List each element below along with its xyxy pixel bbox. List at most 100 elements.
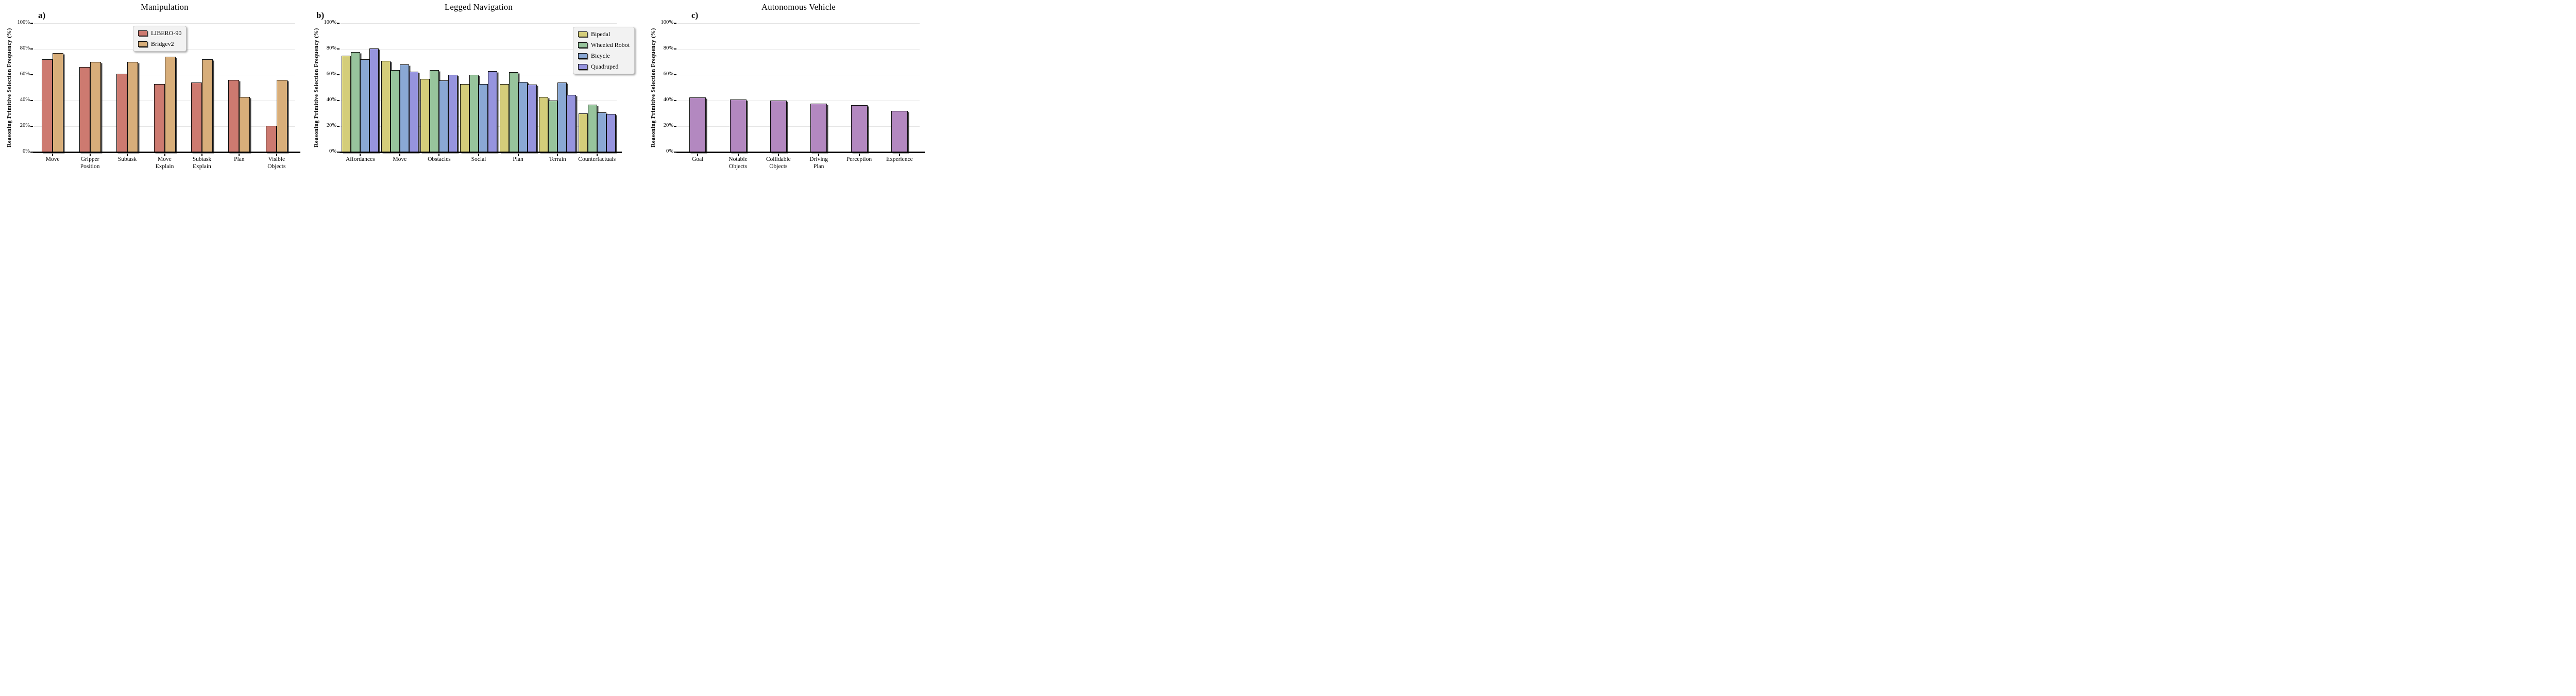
x-tick-label: Counterfactuals (578, 156, 616, 162)
bar-libero-90-6 (265, 125, 277, 152)
panel-letter: b) (316, 10, 325, 20)
y-tick-mark (674, 48, 676, 49)
bar-autonomous-vehicle-5 (891, 111, 908, 152)
legend-item-bridgev2: Bridgev2 (138, 40, 181, 48)
y-tick-label: 40% (20, 97, 30, 103)
y-tick-label: 0% (329, 148, 336, 154)
legend-item-wheeled-robot: Wheeled Robot (578, 41, 630, 49)
x-tick-label: Move (45, 156, 60, 162)
x-tick-mark (276, 154, 277, 156)
bar-autonomous-vehicle-3 (810, 104, 827, 152)
y-axis-label: Reasoning Primitive Selection Frequency … (6, 28, 12, 147)
y-tick-mark (337, 23, 340, 24)
y-tick-label: 0% (23, 148, 30, 154)
y-tick-label: 0% (666, 148, 673, 154)
bar-bipedal-0 (342, 55, 351, 152)
bar-bicycle-5 (557, 82, 567, 152)
bar-bridgev2-5 (239, 96, 250, 152)
bar-wheeled-robot-5 (548, 101, 558, 152)
legend-item-label: Bridgev2 (151, 40, 174, 47)
bar-bipedal-4 (499, 84, 509, 152)
bar-quadruped-1 (409, 71, 418, 152)
bar-bridgev2-6 (276, 80, 287, 152)
x-tick-mark (52, 154, 54, 156)
x-tick-mark (478, 154, 479, 156)
x-tick-label: Notable Objects (728, 156, 748, 170)
legend-item-libero-90: LIBERO-90 (138, 29, 181, 37)
x-tick-mark (164, 154, 165, 156)
x-tick-label: Subtask (117, 156, 137, 162)
y-tick-label: 80% (663, 45, 673, 51)
legend-box: LIBERO-90 Bridgev2 (133, 26, 187, 52)
x-axis-line (340, 152, 622, 153)
y-tick-mark (674, 100, 676, 101)
y-tick-label: 40% (663, 97, 673, 103)
legend-swatch-icon (578, 64, 587, 70)
gridline-100pct (341, 23, 617, 24)
y-tick-label: 20% (663, 123, 673, 128)
legend-item-label: Bipedal (591, 30, 611, 38)
x-tick-mark (737, 154, 739, 156)
bar-wheeled-robot-0 (351, 52, 361, 152)
y-tick-label: 100% (660, 20, 674, 25)
x-tick-mark (899, 154, 900, 156)
gridline-20pct (677, 126, 920, 127)
bar-bipedal-2 (420, 78, 430, 152)
y-tick-mark (337, 152, 340, 153)
x-tick-label: Plan (234, 156, 245, 162)
bar-bipedal-5 (539, 96, 549, 152)
y-axis-label: Reasoning Primitive Selection Frequency … (313, 28, 319, 147)
y-tick-label: 80% (20, 45, 30, 51)
bar-bicycle-4 (518, 81, 528, 152)
bar-bridgev2-4 (201, 59, 213, 152)
bar-bridgev2-1 (90, 62, 101, 152)
x-tick-mark (127, 154, 128, 156)
gridline-100pct (34, 23, 295, 24)
bar-bicycle-1 (399, 64, 409, 152)
bar-libero-90-0 (42, 59, 53, 152)
y-tick-label: 100% (17, 20, 30, 25)
legend-item-label: Wheeled Robot (591, 41, 630, 48)
y-tick-mark (30, 152, 33, 153)
y-tick-mark (674, 126, 676, 127)
legend-item-label: Bicycle (591, 52, 610, 59)
bar-autonomous-vehicle-0 (689, 97, 706, 152)
x-tick-mark (89, 154, 91, 156)
legend-item-quadruped: Quadruped (578, 63, 630, 71)
x-tick-label: Perception (846, 156, 872, 162)
bar-autonomous-vehicle-1 (730, 99, 747, 152)
legend-swatch-icon (138, 30, 147, 36)
bar-wheeled-robot-4 (509, 72, 518, 152)
x-tick-mark (239, 154, 240, 156)
x-tick-mark (360, 154, 361, 156)
x-tick-label: Affordances (345, 156, 375, 162)
y-tick-label: 60% (20, 71, 30, 77)
bar-bicycle-0 (360, 59, 370, 152)
y-tick-label: 20% (326, 123, 336, 128)
x-tick-label: Experience (886, 156, 913, 162)
y-tick-label: 60% (663, 71, 673, 77)
legend-swatch-icon (578, 31, 587, 37)
panel-letter: c) (691, 10, 699, 20)
x-tick-mark (438, 154, 440, 156)
legend-box: Bipedal Wheeled Robot Bicycle Quadruped (573, 27, 635, 74)
panel-title: Legged Navigation (444, 2, 513, 12)
x-tick-label: Subtask Explain (192, 156, 212, 170)
bar-bicycle-3 (479, 84, 488, 152)
bar-quadruped-2 (448, 75, 458, 152)
bar-libero-90-2 (116, 73, 128, 152)
x-tick-mark (557, 154, 558, 156)
y-tick-mark (674, 152, 676, 153)
bar-quadruped-6 (606, 114, 616, 152)
x-tick-label: Goal (691, 156, 704, 162)
x-tick-label: Collidable Objects (766, 156, 791, 170)
x-tick-label: Visible Objects (267, 156, 286, 170)
x-tick-mark (697, 154, 699, 156)
legend-item-bipedal: Bipedal (578, 30, 630, 38)
y-tick-mark (30, 100, 33, 101)
x-tick-label: Terrain (549, 156, 566, 162)
bar-quadruped-3 (488, 71, 497, 152)
bar-libero-90-3 (154, 84, 165, 152)
x-tick-mark (858, 154, 860, 156)
bar-bipedal-6 (578, 113, 588, 152)
